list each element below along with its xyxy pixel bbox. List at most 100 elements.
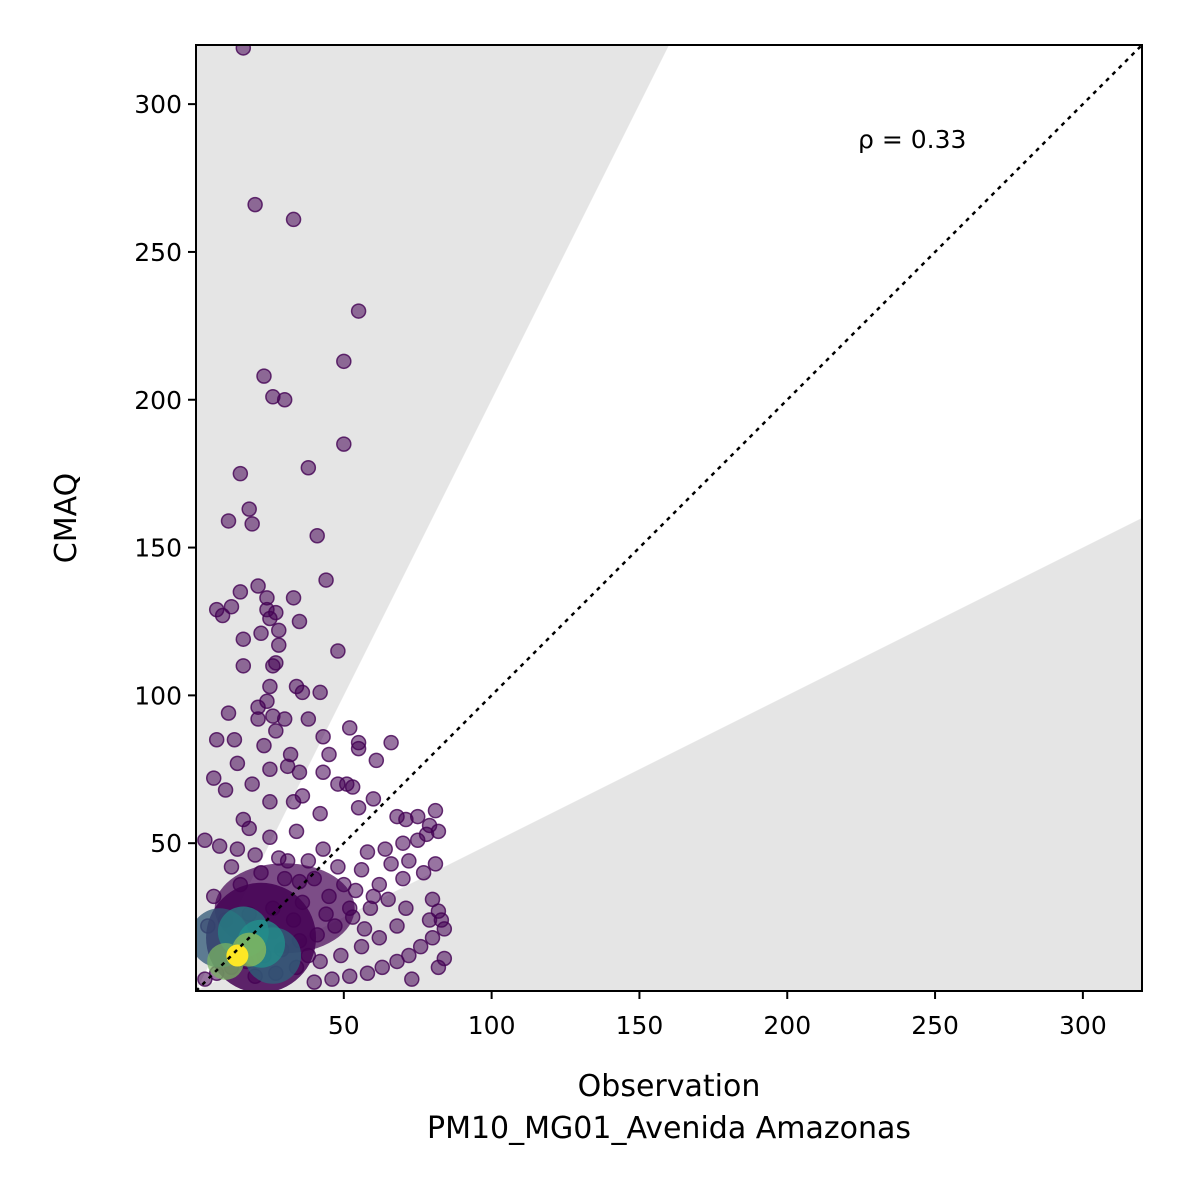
- data-point: [256, 737, 272, 754]
- data-point: [276, 392, 293, 408]
- data-point: [389, 918, 405, 934]
- data-point: [359, 844, 376, 860]
- correlation-annotation: ρ = 0.33: [858, 125, 966, 154]
- data-point: [235, 658, 252, 674]
- data-point: [285, 211, 302, 228]
- x-axis: 50 100 150 200 250 300: [328, 991, 1107, 1040]
- y-tick-label: 250: [134, 238, 182, 267]
- data-point: [350, 740, 367, 757]
- data-point: [223, 859, 240, 875]
- data-point: [262, 794, 278, 810]
- data-point: [247, 196, 263, 213]
- upper-shaded-region: [196, 45, 669, 991]
- data-point: [211, 838, 228, 854]
- data-point: [398, 900, 414, 916]
- x-axis-sublabel: PM10_MG01_Avenida Amazonas: [427, 1111, 911, 1146]
- data-point: [350, 799, 367, 816]
- data-point: [232, 465, 249, 482]
- data-point: [344, 779, 361, 795]
- data-point: [365, 791, 382, 807]
- data-point: [368, 752, 385, 769]
- data-point: [235, 45, 252, 56]
- x-tick-label: 50: [328, 1011, 360, 1040]
- data-point: [312, 805, 328, 822]
- data-point: [395, 835, 411, 851]
- data-point: [268, 723, 284, 739]
- data-point: [229, 841, 246, 857]
- data-point: [359, 965, 376, 982]
- data-point: [336, 353, 352, 370]
- data-point: [415, 865, 432, 881]
- data-point: [427, 802, 444, 819]
- data-point: [424, 930, 441, 946]
- data-point: [377, 841, 393, 857]
- plot-frame: [195, 44, 1143, 992]
- data-point: [256, 368, 272, 384]
- data-point: [285, 794, 302, 810]
- data-point: [229, 755, 246, 772]
- data-point: [436, 950, 453, 967]
- data-point: [235, 631, 252, 647]
- data-point: [374, 959, 390, 976]
- data-point: [214, 607, 231, 624]
- data-point: [380, 891, 396, 908]
- data-point: [318, 572, 334, 588]
- data-point: [253, 625, 269, 642]
- y-tick-label: 150: [134, 534, 182, 563]
- data-point: [371, 930, 388, 946]
- data-point: [330, 643, 346, 659]
- y-tick-label: 100: [134, 681, 182, 710]
- data-point: [330, 859, 346, 875]
- data-point: [436, 921, 453, 937]
- data-point: [291, 613, 308, 630]
- data-point: [205, 770, 222, 786]
- data-point: [341, 720, 358, 736]
- x-tick-label: 150: [616, 1011, 664, 1040]
- data-point: [315, 729, 331, 745]
- y-tick-label: 200: [134, 386, 182, 415]
- data-point: [365, 888, 382, 905]
- data-point: [309, 527, 325, 544]
- data-point: [217, 782, 234, 798]
- plot-area: [196, 45, 1142, 991]
- data-point: [208, 731, 225, 748]
- data-point: [250, 578, 266, 594]
- data-point: [300, 711, 317, 727]
- data-point: [404, 971, 420, 987]
- data-point: [262, 761, 278, 778]
- y-tick-label: 300: [134, 90, 182, 119]
- data-point: [324, 971, 340, 987]
- data-point: [353, 862, 370, 878]
- data-point: [353, 938, 370, 955]
- data-point: [321, 746, 337, 763]
- data-point: [356, 921, 373, 937]
- data-point: [395, 870, 411, 887]
- data-point: [294, 684, 311, 701]
- data-point: [315, 841, 331, 857]
- data-point: [291, 764, 308, 780]
- lower-shaded-region: [196, 518, 1142, 991]
- data-point: [409, 808, 426, 825]
- data-point: [220, 513, 237, 529]
- data-point: [401, 853, 417, 869]
- y-tick-label: 50: [150, 829, 182, 858]
- data-point: [244, 516, 260, 532]
- data-point: [241, 501, 257, 517]
- data-point: [262, 678, 278, 695]
- data-point: [315, 764, 331, 780]
- data-point: [197, 832, 213, 848]
- density-peak: [226, 944, 249, 967]
- data-point: [421, 912, 438, 928]
- data-point: [300, 459, 317, 476]
- data-point: [341, 968, 358, 984]
- one-to-one-line: [196, 45, 1142, 991]
- data-point: [276, 711, 293, 727]
- data-point: [409, 832, 426, 848]
- data-point: [220, 705, 237, 721]
- data-point: [336, 436, 352, 452]
- data-point: [312, 684, 328, 701]
- data-point: [285, 590, 302, 606]
- data-point: [389, 953, 405, 970]
